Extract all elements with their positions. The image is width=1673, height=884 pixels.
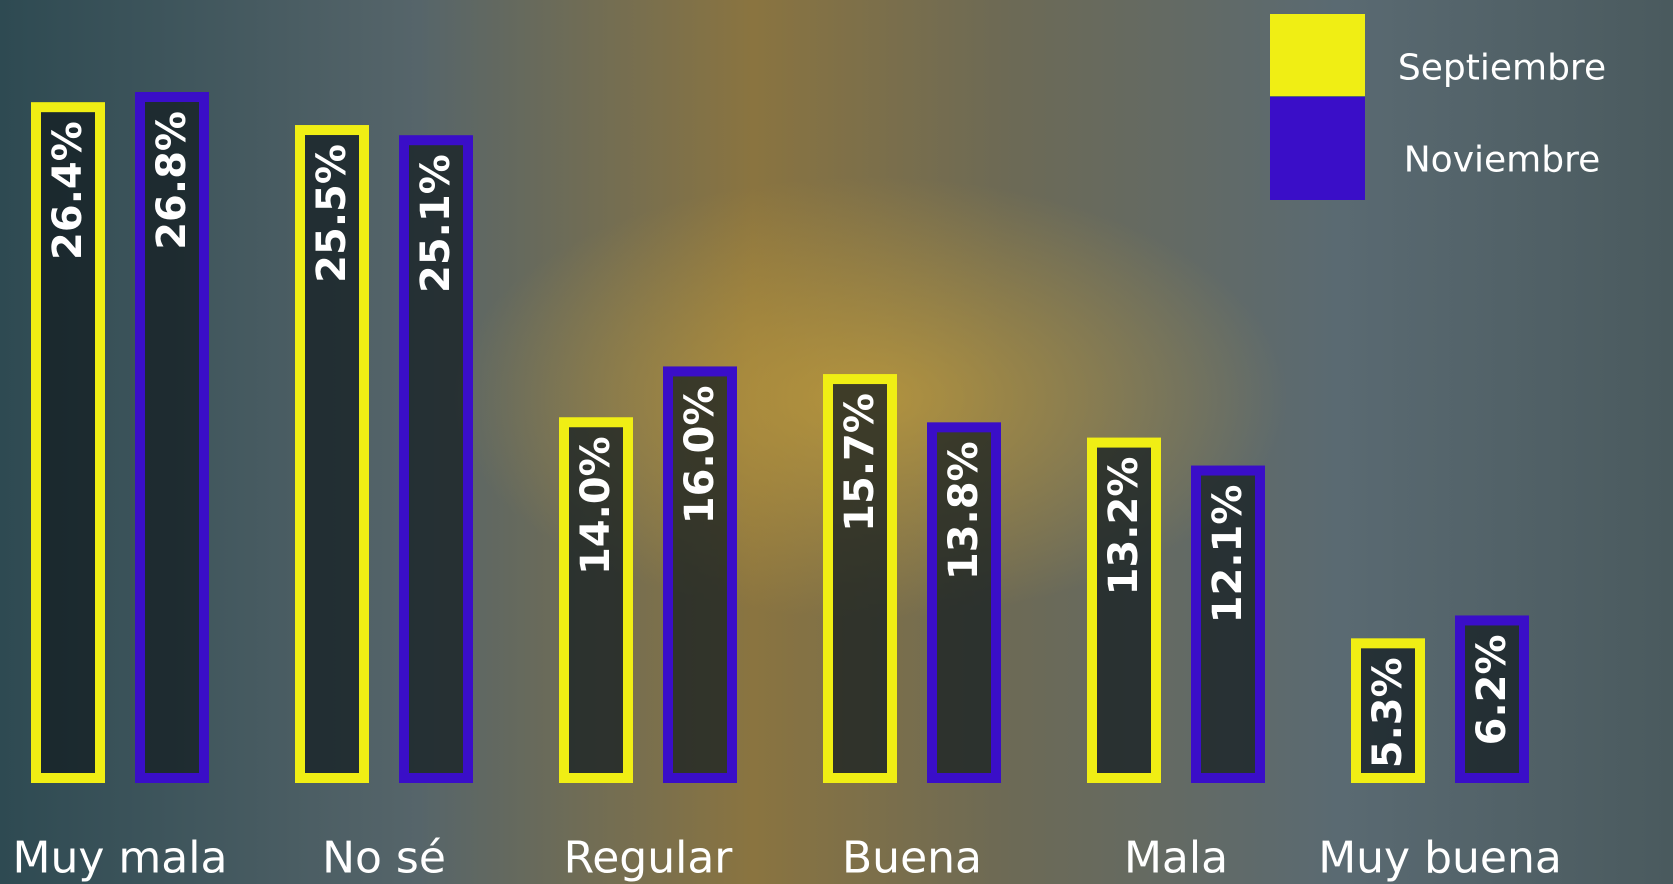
bar xyxy=(1191,465,1265,783)
bar xyxy=(559,417,633,783)
bar xyxy=(663,366,737,783)
bar xyxy=(823,374,897,783)
value-label: 25.1% xyxy=(413,154,459,293)
x-tick-label: Muy mala xyxy=(13,833,228,884)
value-label: 15.7% xyxy=(837,393,883,532)
legend-label: Noviembre xyxy=(1404,140,1601,181)
value-label: 5.3% xyxy=(1365,657,1411,768)
bar xyxy=(31,102,105,783)
x-tick-label: No sé xyxy=(322,833,446,884)
value-label: 14.0% xyxy=(573,436,619,575)
x-tick-label: Muy buena xyxy=(1318,833,1562,884)
bar xyxy=(1087,437,1161,783)
legend-label: Septiembre xyxy=(1398,48,1606,89)
value-label: 13.8% xyxy=(941,441,987,580)
x-tick-label: Buena xyxy=(842,833,982,884)
bar xyxy=(1455,615,1529,783)
bar xyxy=(1351,638,1425,784)
legend-swatch xyxy=(1270,14,1365,96)
value-label: 12.1% xyxy=(1205,485,1251,624)
bar xyxy=(927,422,1001,783)
value-label: 26.8% xyxy=(149,111,195,250)
bar xyxy=(135,92,209,783)
x-tick-label: Regular xyxy=(564,833,734,884)
value-label: 25.5% xyxy=(309,144,355,283)
legend-swatch xyxy=(1270,97,1365,200)
value-label: 13.2% xyxy=(1101,457,1147,596)
value-label: 6.2% xyxy=(1469,634,1515,745)
bar xyxy=(295,125,369,784)
x-tick-label: Mala xyxy=(1124,833,1228,884)
bar xyxy=(399,135,473,783)
value-label: 16.0% xyxy=(677,385,723,524)
value-label: 26.4% xyxy=(45,121,91,260)
